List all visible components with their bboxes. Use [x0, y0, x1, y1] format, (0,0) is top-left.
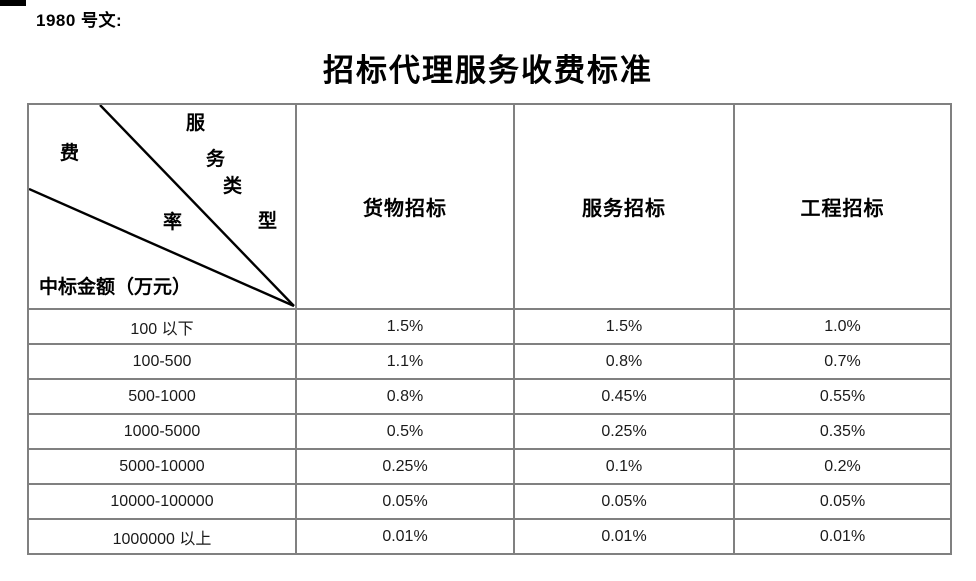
rate-cell: 0.05%	[733, 483, 952, 520]
corner-type-char-3: 类	[223, 176, 243, 197]
rate-cell: 0.2%	[733, 448, 952, 485]
corner-type-char-1: 服	[186, 113, 206, 134]
amount-range-cell: 100-500	[27, 343, 297, 380]
rate-cell: 0.1%	[513, 448, 735, 485]
rate-cell: 0.7%	[733, 343, 952, 380]
rate-cell: 0.01%	[513, 518, 735, 555]
rate-cell: 0.8%	[295, 378, 515, 415]
column-header-services: 服务招标	[513, 103, 735, 310]
corner-fee-char-1: 费	[60, 143, 80, 164]
rate-cell: 1.1%	[295, 343, 515, 380]
rate-cell: 0.01%	[733, 518, 952, 555]
table-row: 100 以下 1.5% 1.5% 1.0%	[27, 308, 952, 345]
amount-range-cell: 500-1000	[27, 378, 297, 415]
column-header-goods: 货物招标	[295, 103, 515, 310]
column-header-engineering: 工程招标	[733, 103, 952, 310]
rate-cell: 0.05%	[513, 483, 735, 520]
table-row: 5000-10000 0.25% 0.1% 0.2%	[27, 448, 952, 485]
corner-type-char-2: 务	[206, 149, 226, 170]
rate-cell: 0.8%	[513, 343, 735, 380]
table-header-row: 费 服 务 类 率 型 中标金额（万元） 货物招标 服务招标 工程招标	[27, 103, 952, 310]
row-axis-title: 中标金额（万元）	[39, 277, 192, 298]
rate-cell: 0.01%	[295, 518, 515, 555]
rate-cell: 0.05%	[295, 483, 515, 520]
rate-cell: 0.55%	[733, 378, 952, 415]
table-row: 1000-5000 0.5% 0.25% 0.35%	[27, 413, 952, 450]
fee-standard-table: 费 服 务 类 率 型 中标金额（万元） 货物招标 服务招标 工程招标 100 …	[27, 103, 952, 555]
rate-cell: 0.25%	[513, 413, 735, 450]
amount-range-cell: 5000-10000	[27, 448, 297, 485]
rate-cell: 1.0%	[733, 308, 952, 345]
amount-range-cell: 100 以下	[27, 308, 297, 345]
rate-cell: 0.5%	[295, 413, 515, 450]
table-row: 500-1000 0.8% 0.45% 0.55%	[27, 378, 952, 415]
rate-cell: 1.5%	[513, 308, 735, 345]
rate-cell: 0.35%	[733, 413, 952, 450]
corner-fee-char-2: 率	[163, 212, 183, 233]
table-row: 10000-100000 0.05% 0.05% 0.05%	[27, 483, 952, 520]
corner-type-char-4: 型	[258, 211, 278, 232]
amount-range-cell: 1000000 以上	[27, 518, 297, 555]
rate-cell: 1.5%	[295, 308, 515, 345]
diagonal-lines	[30, 106, 294, 307]
doc-number-label: 1980 号文:	[36, 11, 123, 30]
amount-range-cell: 1000-5000	[27, 413, 297, 450]
amount-range-cell: 10000-100000	[27, 483, 297, 520]
diagonal-split-header-cell: 费 服 务 类 率 型 中标金额（万元）	[27, 103, 297, 310]
rate-cell: 0.45%	[513, 378, 735, 415]
page-title: 招标代理服务收费标准	[323, 53, 653, 88]
table-row: 1000000 以上 0.01% 0.01% 0.01%	[27, 518, 952, 555]
rate-cell: 0.25%	[295, 448, 515, 485]
table-row: 100-500 1.1% 0.8% 0.7%	[27, 343, 952, 380]
page-corner-mark	[0, 0, 26, 6]
